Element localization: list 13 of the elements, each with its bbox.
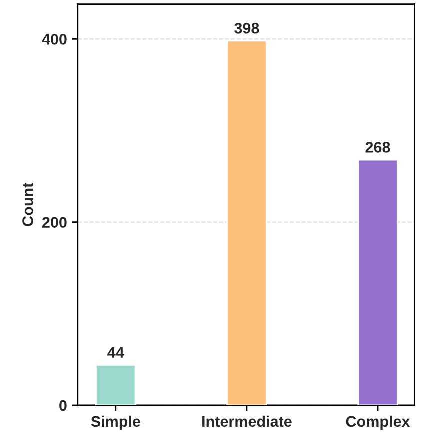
data-label: 44 [108, 347, 124, 358]
y-axis-title: Count [22, 183, 34, 226]
data-label: 398 [234, 22, 260, 34]
x-tick-label: Simple [91, 416, 140, 430]
y-tick-label: 400 [42, 34, 67, 45]
y-tick-label: 0 [60, 400, 67, 412]
data-label: 268 [366, 142, 390, 153]
x-tick-label: Complex [346, 416, 410, 430]
bar [226, 40, 268, 406]
bar [96, 364, 136, 406]
x-tick-label: Intermediate [202, 416, 292, 428]
bar [358, 159, 398, 406]
y-tick-label: 200 [42, 217, 67, 228]
